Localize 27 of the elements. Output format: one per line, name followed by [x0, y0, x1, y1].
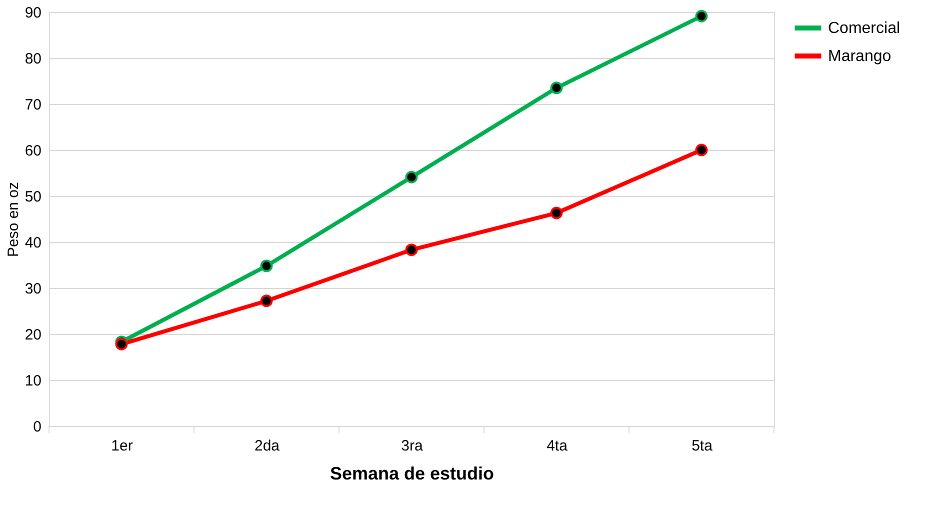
point	[695, 144, 708, 156]
y-tick-label: 90	[24, 4, 42, 22]
y-axis-title: Peso en oz	[4, 182, 22, 258]
x-axis-title: Semana de estudio	[330, 464, 494, 484]
x-tick-label: 5ta	[692, 438, 714, 454]
x-tick-label: 2da	[254, 438, 280, 454]
x-tick-label: 1er	[111, 438, 133, 454]
point	[260, 260, 273, 272]
point	[260, 294, 273, 308]
legend-label: Marango	[828, 48, 892, 65]
y-tick-label: 30	[24, 280, 42, 298]
y-tick-label: 40	[24, 234, 42, 252]
point	[405, 244, 418, 256]
legend-label: Comercial	[828, 20, 900, 37]
point	[550, 206, 563, 220]
y-tick-label: 10	[24, 372, 42, 390]
point	[695, 10, 708, 22]
y-tick-label: 20	[24, 326, 42, 344]
y-tick-label: 70	[24, 96, 42, 114]
y-tick-label: 0	[33, 418, 42, 436]
point	[550, 82, 563, 94]
y-tick-label: 50	[24, 188, 42, 206]
point	[405, 170, 418, 184]
y-tick-label: 80	[24, 50, 42, 68]
x-tick-label: 3ra	[401, 438, 424, 454]
y-tick-label: 60	[24, 142, 42, 160]
x-tick-label: 4ta	[546, 438, 568, 454]
